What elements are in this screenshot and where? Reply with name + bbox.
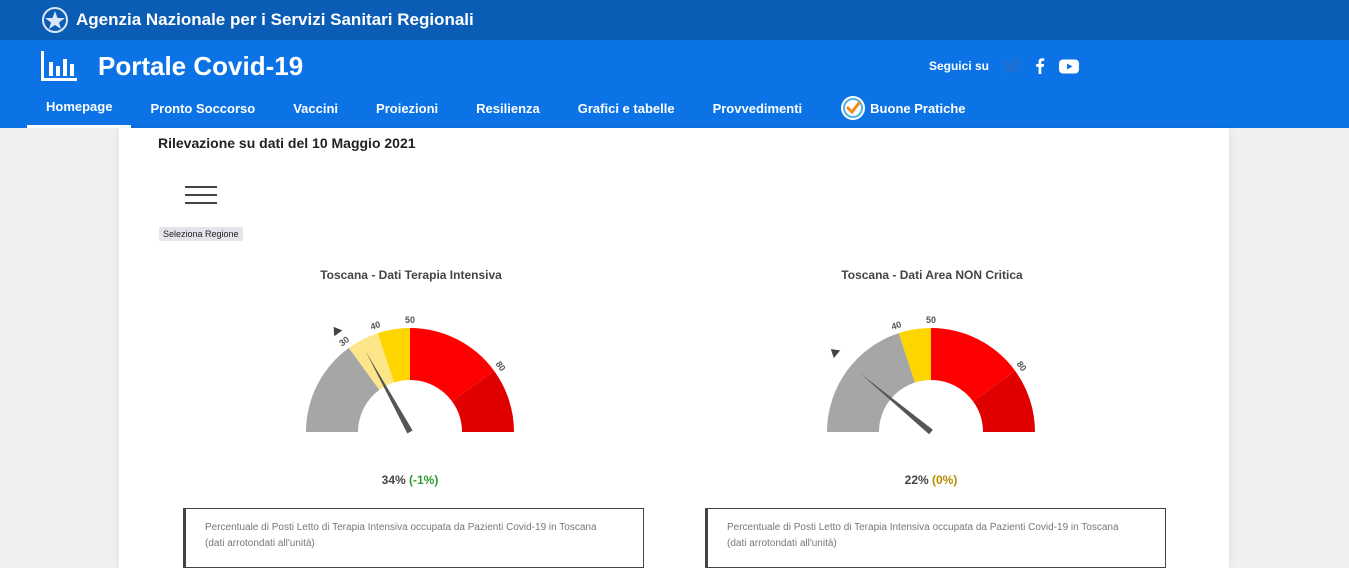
nav-item-vaccini[interactable]: Vaccini [274, 88, 357, 128]
gauge-value-terapia-intensiva: 34% (-1%) [350, 473, 470, 487]
twitter-icon[interactable] [1003, 58, 1021, 74]
nav-label: Buone Pratiche [870, 100, 966, 116]
gauge-description-terapia-intensiva: Percentuale di Posti Letto di Terapia In… [183, 508, 644, 568]
gauge-band-80-100 [973, 370, 1035, 432]
facebook-icon[interactable] [1035, 58, 1045, 74]
gauge-percent: 22% [904, 473, 929, 487]
nav-item-homepage[interactable]: Homepage [27, 88, 132, 128]
nav-item-buone-pratiche[interactable]: Buone Pratiche [821, 88, 984, 128]
gauge-needle [860, 373, 933, 435]
portal-title: Portale Covid-19 [98, 50, 304, 81]
gauge-delta: (0%) [932, 473, 958, 487]
main-nav: Homepage Pronto Soccorso Vaccini Proiezi… [27, 88, 985, 128]
social-label: Seguici su [928, 59, 989, 73]
gauge-tick-label: 50 [926, 315, 936, 325]
gauge-title-area-non-critica: Toscana - Dati Area NON Critica [841, 268, 1023, 282]
institution-bar: Agenzia Nazionale per i Servizi Sanitari… [0, 0, 1349, 40]
bar-chart-logo-icon [41, 51, 77, 81]
gauge-band-50-80 [931, 328, 1016, 402]
description-note: (dati arrotondati all'unità) [727, 538, 837, 549]
gauge-band-40-50 [377, 328, 410, 383]
gauge-band-50-80 [410, 328, 495, 402]
gauge-delta: (-1%) [409, 473, 439, 487]
site-header: Portale Covid-19 Seguici su Homepage Pro… [0, 40, 1349, 128]
description-text: Percentuale di Posti Letto di Terapia In… [727, 522, 1119, 533]
gauge-percent: 34% [381, 473, 406, 487]
select-region-button[interactable]: Seleziona Regione [159, 227, 243, 241]
gauge-tick-label: 30 [337, 334, 351, 348]
nav-label: Vaccini [293, 100, 339, 116]
survey-date: Rilevazione su dati del 10 Maggio 2021 [158, 135, 416, 151]
gauge-tick-label: 40 [369, 319, 382, 332]
gauge-value-area-non-critica: 22% (0%) [871, 473, 991, 487]
gauge-band-80-100 [452, 370, 514, 432]
nav-item-resilienza[interactable]: Resilienza [457, 88, 559, 128]
nav-label: Proiezioni [376, 100, 439, 116]
checkmark-badge-icon [841, 96, 866, 120]
youtube-icon[interactable] [1059, 59, 1079, 74]
gauge-terapia-intensiva: 30 40 50 80 [306, 315, 514, 434]
social-links: Seguici su [929, 58, 1079, 74]
gauge-description-area-non-critica: Percentuale di Posti Letto di Terapia In… [705, 508, 1166, 568]
menu-icon[interactable] [185, 186, 217, 206]
gauge-tick-label: 50 [405, 315, 415, 325]
gauge-previous-marker [830, 349, 841, 359]
nav-label: Resilienza [476, 100, 540, 116]
nav-label: Provvedimenti [712, 100, 803, 116]
gauge-needle [365, 351, 413, 434]
gauge-previous-marker [333, 326, 343, 337]
gauge-tick-label: 40 [890, 319, 903, 332]
institution-name[interactable]: Agenzia Nazionale per i Servizi Sanitari… [76, 10, 474, 29]
nav-item-proiezioni[interactable]: Proiezioni [357, 88, 457, 128]
gauge-band-40-50 [898, 328, 931, 383]
content-card: Rilevazione su dati del 10 Maggio 2021 S… [119, 128, 1229, 568]
gauge-area-non-critica: 40 50 80 [827, 315, 1035, 435]
republic-emblem-icon [40, 5, 70, 35]
gauge-band-0-30 [306, 347, 380, 432]
nav-item-pronto-soccorso[interactable]: Pronto Soccorso [131, 88, 274, 128]
brand[interactable]: Portale Covid-19 [40, 50, 303, 82]
nav-label: Pronto Soccorso [150, 100, 256, 116]
nav-label: Homepage [46, 99, 113, 114]
nav-item-grafici-e-tabelle[interactable]: Grafici e tabelle [559, 88, 694, 128]
nav-item-provvedimenti[interactable]: Provvedimenti [694, 88, 822, 128]
gauge-title-terapia-intensiva: Toscana - Dati Terapia Intensiva [320, 268, 502, 282]
description-text: Percentuale di Posti Letto di Terapia In… [205, 522, 597, 533]
gauge-tick-label: 80 [494, 359, 508, 373]
nav-label: Grafici e tabelle [577, 100, 675, 116]
gauge-tick-label: 80 [1015, 359, 1029, 373]
description-note: (dati arrotondati all'unità) [205, 538, 315, 549]
